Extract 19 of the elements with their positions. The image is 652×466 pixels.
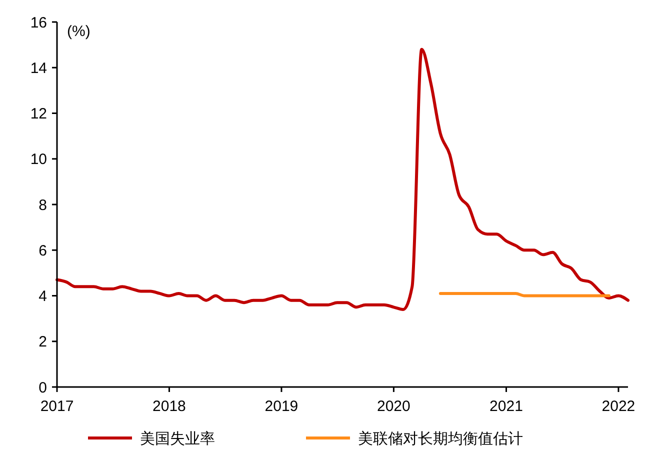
y-tick-label: 16 — [30, 14, 47, 32]
y-tick-label: 4 — [38, 288, 47, 305]
annotation: (%) — [67, 23, 90, 40]
y-tick-label: 0 — [38, 379, 47, 396]
x-tick-label: 2018 — [152, 398, 186, 415]
line-series — [56, 48, 630, 311]
y-tick-label: 2 — [38, 334, 47, 351]
y-tick-label: 8 — [38, 196, 47, 214]
legend-label: 美国失业率 — [140, 430, 215, 448]
legend-label: 美联储对长期均衡值估计 — [358, 430, 523, 448]
y-tick-label: 10 — [30, 151, 47, 168]
x-tick-label: 2021 — [490, 398, 523, 415]
x-tick-label: 2017 — [40, 398, 74, 415]
y-tick-label: 12 — [30, 106, 47, 122]
y-tick-label: 14 — [30, 60, 47, 77]
x-tick-label: 2019 — [264, 398, 298, 415]
y-tick-label: 6 — [38, 242, 47, 260]
x-tick-label: 2022 — [602, 398, 636, 415]
x-tick-label: 2020 — [377, 398, 410, 415]
